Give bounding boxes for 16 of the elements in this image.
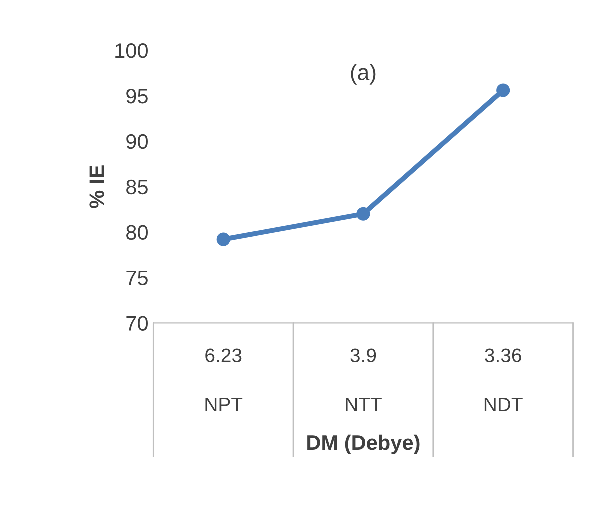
y-tick-label: 85: [126, 180, 148, 195]
text: (a): [351, 64, 376, 85]
y-tick-label: 90: [126, 134, 148, 150]
point: [356, 207, 370, 221]
category-label: 3.9 NTT: [346, 348, 382, 412]
y-tick-label: 75: [126, 270, 148, 286]
y-tick-label: 100: [116, 44, 148, 58]
category-label: 6.23 NPT: [206, 348, 243, 412]
point: [216, 232, 230, 246]
point: [496, 84, 510, 98]
y-tick-label: 80: [126, 225, 148, 240]
category-label: 3.36 NDT: [484, 348, 523, 412]
x-axis-title: DM (Debye): [308, 434, 420, 454]
y-axis-title: % IE: [90, 166, 104, 208]
y-tick-label: 95: [126, 88, 148, 104]
y-tick-label: 70: [126, 316, 148, 331]
